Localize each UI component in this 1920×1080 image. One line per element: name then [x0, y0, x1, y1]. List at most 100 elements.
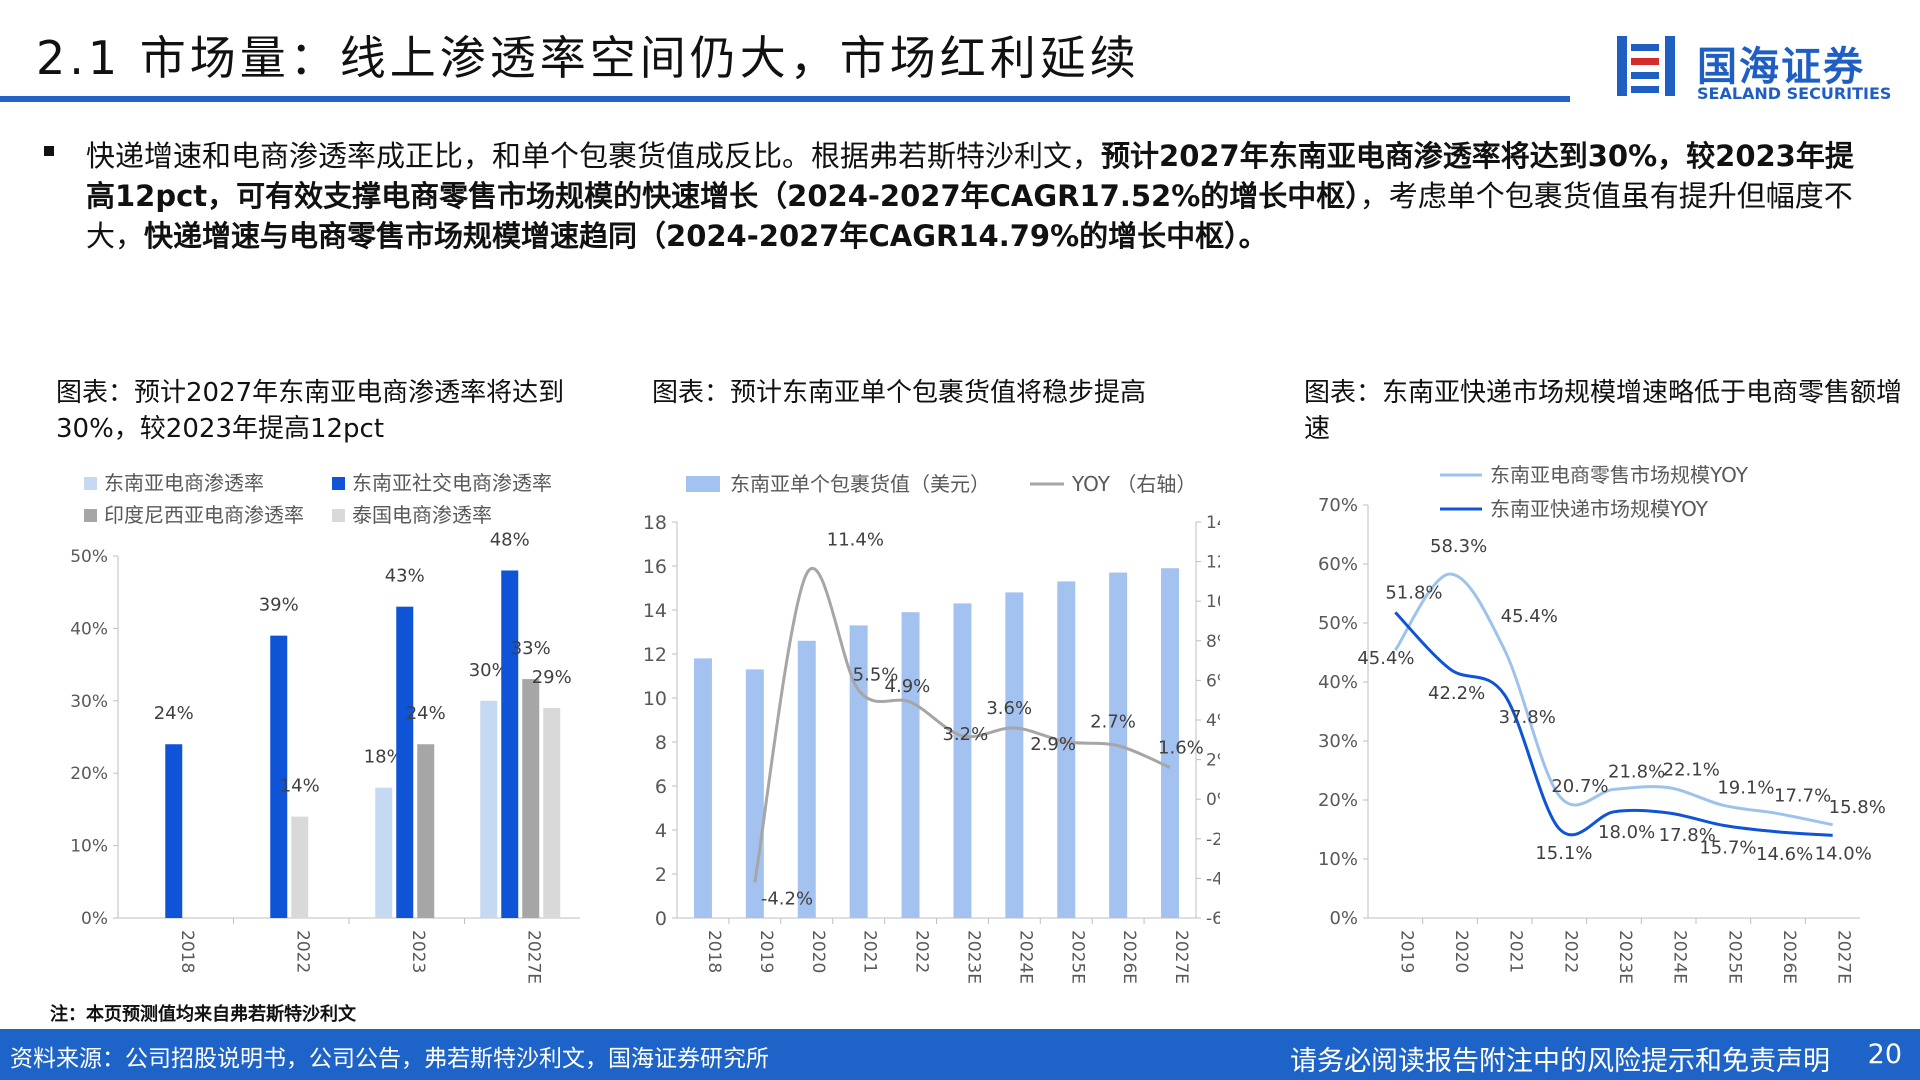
y2-tick-label: 10%	[1206, 592, 1220, 612]
data-label: 18%	[364, 747, 404, 768]
legend-label: 泰国电商渗透率	[352, 503, 492, 527]
bar	[797, 640, 816, 918]
x-tick-label: 2025E	[1724, 930, 1744, 984]
x-tick-label: 2023	[408, 930, 428, 973]
x-tick-label: 2026E	[1779, 930, 1799, 984]
legend-label: 东南亚电商零售市场规模YOY	[1490, 463, 1749, 487]
bar	[1057, 581, 1076, 918]
y2-tick-label: 0%	[1206, 790, 1220, 810]
page-number: 20	[1867, 1039, 1902, 1070]
summary-paragraph: 快递增速和电商渗透率成正比，和单个包裹货值成反比。根据弗若斯特沙利文，预计202…	[86, 136, 1876, 256]
x-tick-label: 2027E	[523, 930, 543, 984]
legend-swatch	[84, 509, 97, 522]
forecast-note: 注：本页预测值均来自弗若斯特沙利文	[50, 1004, 356, 1025]
legend-label: 东南亚单个包裹货值（美元）	[730, 472, 990, 496]
legend-label: YOY （右轴）	[1071, 472, 1196, 496]
x-tick-label: 2020	[808, 930, 828, 973]
title-underline	[0, 96, 1570, 102]
x-tick-label: 2020	[1451, 930, 1471, 973]
bar	[501, 570, 519, 918]
data-label: 4.9%	[885, 676, 931, 697]
x-tick-label: 2024E	[1015, 930, 1035, 984]
bar	[953, 603, 972, 918]
bar	[480, 700, 498, 918]
bar	[522, 679, 540, 918]
para-text-1: 快递增速和电商渗透率成正比，和单个包裹货值成反比。根据弗若斯特沙利文，	[86, 139, 1102, 173]
x-tick-label: 2021	[1506, 930, 1526, 973]
data-label: 24%	[406, 703, 446, 724]
data-label: 21.8%	[1608, 761, 1665, 782]
data-label: 24%	[154, 703, 194, 724]
legend-swatch	[332, 477, 345, 490]
y-tick-label: 14	[643, 600, 667, 622]
y-tick-label: 40%	[1318, 672, 1358, 693]
y2-tick-label: 8%	[1206, 632, 1220, 652]
x-tick-label: 2018	[177, 930, 197, 973]
y2-tick-label: 14%	[1206, 513, 1220, 533]
data-label: 2.9%	[1030, 734, 1076, 755]
x-tick-label: 2019	[1396, 930, 1416, 973]
legend-swatch	[686, 476, 720, 492]
y2-tick-label: 2%	[1206, 751, 1220, 771]
data-label: 20.7%	[1551, 776, 1608, 797]
x-tick-label: 2023E	[1615, 930, 1635, 984]
data-label: 45.4%	[1357, 648, 1414, 669]
y-tick-label: 4	[655, 820, 667, 842]
bar	[901, 612, 920, 918]
data-label: 19.1%	[1717, 777, 1774, 798]
y-tick-label: 20%	[1318, 790, 1358, 811]
x-tick-label: 2021	[860, 930, 880, 973]
para-bold-2: 快递增速与电商零售市场规模增速趋同（2024-2027年CAGR14.79%的增…	[144, 219, 1268, 253]
y-tick-label: 70%	[1318, 495, 1358, 516]
y-tick-label: 12	[643, 644, 667, 666]
data-label: 2.7%	[1090, 712, 1136, 733]
data-label: -4.2%	[761, 888, 813, 909]
x-tick-label: 2026E	[1119, 930, 1139, 984]
y-tick-label: 40%	[70, 619, 108, 639]
y-tick-label: 0%	[1329, 908, 1358, 929]
data-label: 17.7%	[1774, 786, 1831, 807]
x-tick-label: 2025E	[1067, 930, 1087, 984]
y-tick-label: 16	[643, 556, 667, 578]
y2-tick-label: -4%	[1206, 869, 1220, 889]
data-label: 29%	[532, 667, 572, 688]
company-logo: 国海证券 SEALAND SECURITIES	[1615, 30, 1891, 110]
y-tick-label: 10	[643, 688, 667, 710]
data-label: 30%	[469, 660, 509, 681]
bar	[1161, 568, 1180, 918]
data-label: 14.0%	[1815, 843, 1872, 864]
data-label: 14%	[280, 776, 320, 797]
y-tick-label: 2	[655, 864, 667, 886]
chart2-caption: 图表：预计东南亚单个包裹货值将稳步提高	[652, 378, 1147, 408]
data-label: 3.2%	[942, 724, 988, 745]
y-tick-label: 30%	[70, 692, 108, 712]
y-tick-label: 30%	[1318, 731, 1358, 752]
logo-mark-icon	[1617, 36, 1675, 96]
legend-label: 东南亚快递市场规模YOY	[1490, 497, 1709, 521]
data-label: 45.4%	[1501, 606, 1558, 627]
data-label: 37.8%	[1499, 707, 1556, 728]
legend-label: 东南亚电商渗透率	[104, 471, 264, 495]
series-line	[1394, 572, 1833, 827]
x-tick-label: 2022	[912, 930, 932, 973]
y-tick-label: 50%	[70, 547, 108, 567]
data-label: 3.6%	[986, 698, 1032, 719]
chart1-caption: 图表：预计2027年东南亚电商渗透率将达到30%，较2023年提高12pct	[56, 378, 565, 444]
data-label: 11.4%	[827, 529, 884, 550]
yoy-line	[753, 567, 1171, 883]
page-title: 2.1 市场量：线上渗透率空间仍大，市场红利延续	[36, 31, 1140, 85]
data-label: 58.3%	[1430, 536, 1487, 557]
x-tick-label: 2027E	[1171, 930, 1191, 984]
legend-label: 东南亚社交电商渗透率	[352, 471, 552, 495]
x-tick-label: 2027E	[1834, 930, 1854, 984]
data-label: 42.2%	[1428, 683, 1485, 704]
data-label: 43%	[385, 566, 425, 587]
bar	[396, 606, 414, 918]
y2-tick-label: 6%	[1206, 671, 1220, 691]
x-tick-label: 2022	[1560, 930, 1580, 973]
bar	[543, 708, 561, 918]
data-label: 33%	[511, 638, 551, 659]
y-tick-label: 10%	[1318, 849, 1358, 870]
y-tick-label: 10%	[70, 837, 108, 857]
